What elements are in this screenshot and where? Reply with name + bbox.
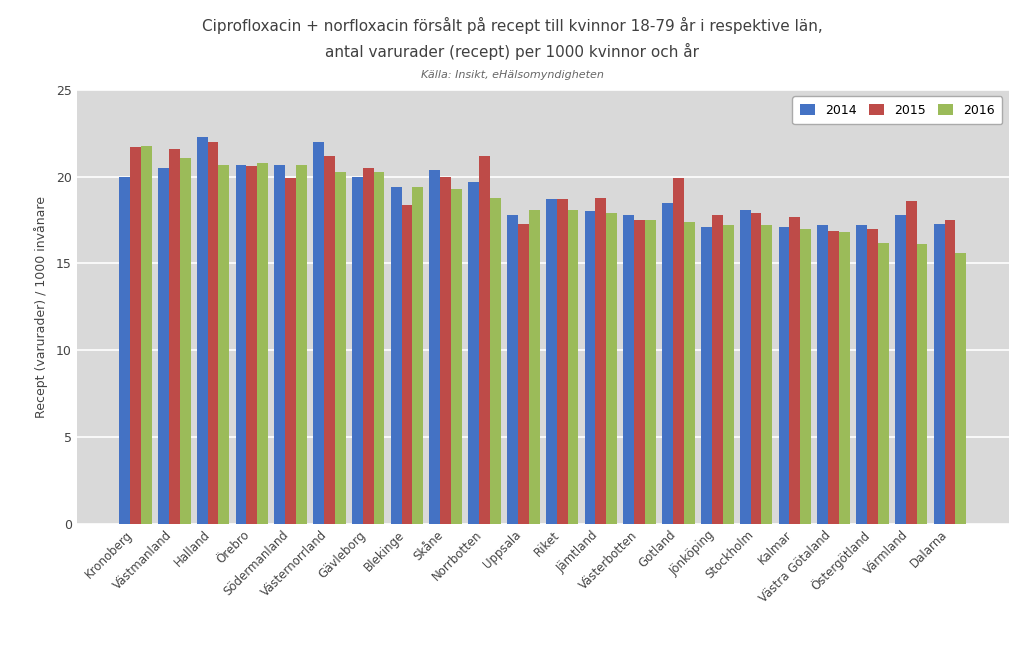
Bar (801, 229, 811, 524)
Bar (712, 215, 723, 524)
Bar (440, 177, 452, 524)
Bar (906, 201, 916, 524)
Bar (916, 244, 928, 524)
Bar (247, 166, 257, 524)
Bar (817, 225, 828, 524)
Bar (790, 217, 801, 524)
Bar (878, 243, 889, 524)
Bar (335, 171, 346, 524)
Bar (236, 165, 247, 524)
Bar (585, 211, 596, 524)
Bar (828, 231, 839, 524)
Bar (856, 225, 867, 524)
Bar (546, 199, 557, 524)
Bar (218, 165, 229, 524)
Bar (645, 220, 656, 524)
Bar (778, 227, 790, 524)
Bar (624, 215, 634, 524)
Bar (751, 213, 762, 524)
Bar (452, 189, 462, 524)
Bar (257, 163, 268, 524)
Bar (944, 220, 955, 524)
Text: Källa: Insikt, eHälsomyndigheten: Källa: Insikt, eHälsomyndigheten (421, 70, 603, 80)
Bar (528, 209, 540, 524)
Bar (596, 197, 606, 524)
Bar (352, 177, 362, 524)
Bar (895, 215, 906, 524)
Bar (169, 149, 179, 524)
Bar (489, 197, 501, 524)
Bar (324, 156, 335, 524)
Bar (701, 227, 712, 524)
Bar (955, 253, 967, 524)
Bar (401, 205, 413, 524)
Bar (119, 177, 130, 524)
Bar (413, 187, 423, 524)
Bar (634, 220, 645, 524)
Bar (285, 179, 296, 524)
Bar (313, 142, 324, 524)
Bar (362, 168, 374, 524)
Legend: 2014, 2015, 2016: 2014, 2015, 2016 (793, 96, 1002, 124)
Text: Ciprofloxacin + norfloxacin försålt på recept till kvinnor 18-79 år i respektive: Ciprofloxacin + norfloxacin försålt på r… (202, 17, 822, 34)
Bar (673, 179, 684, 524)
Bar (130, 147, 141, 524)
Bar (557, 199, 567, 524)
Bar (518, 223, 528, 524)
Bar (296, 165, 307, 524)
Bar (158, 168, 169, 524)
Bar (567, 209, 579, 524)
Bar (274, 165, 285, 524)
Bar (179, 157, 190, 524)
Bar (479, 156, 489, 524)
Bar (663, 203, 673, 524)
Bar (429, 170, 440, 524)
Bar (391, 187, 401, 524)
Bar (762, 225, 772, 524)
Bar (723, 225, 733, 524)
Bar (739, 209, 751, 524)
Bar (839, 232, 850, 524)
Bar (208, 142, 218, 524)
Bar (507, 215, 518, 524)
Bar (141, 145, 152, 524)
Bar (867, 229, 878, 524)
Bar (468, 182, 479, 524)
Bar (374, 171, 384, 524)
Bar (934, 223, 944, 524)
Bar (197, 137, 208, 524)
Bar (606, 213, 617, 524)
Y-axis label: Recept (varurader) / 1000 invånare: Recept (varurader) / 1000 invånare (34, 196, 48, 418)
Bar (684, 222, 694, 524)
Text: antal varurader (recept) per 1000 kvinnor och år: antal varurader (recept) per 1000 kvinno… (325, 43, 699, 61)
